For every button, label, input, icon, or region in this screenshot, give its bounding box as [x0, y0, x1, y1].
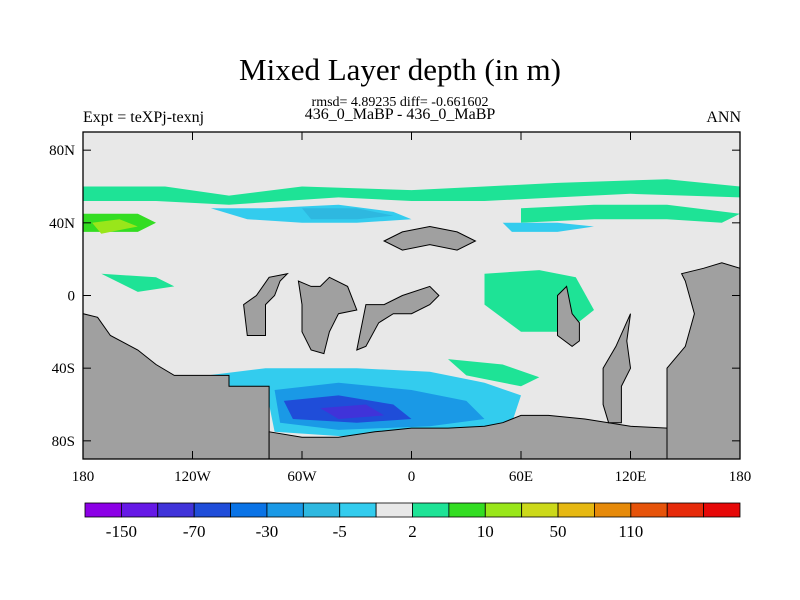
colorbar-swatch-8: [375, 502, 413, 518]
colorbar-swatch-1: [120, 502, 159, 518]
x-tick-label-3: 0: [408, 469, 416, 485]
map-field: [83, 132, 740, 459]
colorbar-swatch-12: [521, 502, 559, 518]
colorbar-swatch-16: [666, 502, 705, 518]
land-mass-4: [243, 272, 289, 336]
anomaly-patch-2: [92, 219, 138, 234]
anomaly-patch-6: [502, 222, 594, 232]
anomaly-patch-4: [302, 208, 394, 220]
colorbar-label-1: -70: [183, 522, 206, 541]
colorbar-label-0: -150: [106, 522, 137, 541]
y-tick-label-1: 40N: [49, 216, 75, 232]
land-mass-6: [356, 285, 440, 351]
colorbar-label-5: 10: [477, 522, 494, 541]
colorbar-swatch-6: [302, 502, 341, 518]
colorbar-swatch-3: [193, 502, 231, 518]
colorbar-label-3: -5: [333, 522, 347, 541]
colorbar-swatch-0: [84, 502, 122, 518]
x-tick-label-5: 120E: [615, 469, 647, 485]
anomaly-patch-0: [83, 179, 740, 205]
southern-anomaly-patch-3: [320, 404, 385, 419]
land-mass-8: [557, 285, 580, 348]
colorbar-swatch-7: [339, 502, 377, 518]
land-mass-7: [382, 225, 477, 251]
colorbar-swatch-13: [557, 502, 595, 518]
anomaly-patch-5: [521, 204, 740, 223]
colorbar-label-2: -30: [256, 522, 279, 541]
colorbar-swatch-10: [448, 502, 486, 518]
colorbar-swatch-14: [594, 502, 632, 518]
x-tick-label-4: 60E: [509, 469, 533, 485]
x-tick-label-6: 180: [729, 469, 752, 485]
colorbar-swatch-9: [412, 502, 450, 518]
x-tick-label-2: 60W: [287, 469, 317, 485]
chart-title: Mixed Layer depth (in m): [239, 52, 561, 87]
land-mass-5: [297, 276, 358, 355]
x-tick-label-1: 120W: [174, 469, 212, 485]
colorbar-swatch-17: [703, 502, 741, 518]
land-mass-0: [83, 313, 270, 459]
colorbar-label-4: 2: [408, 522, 417, 541]
land-mass-2: [666, 262, 740, 459]
y-tick-label-3: 40S: [52, 361, 75, 377]
x-tick-label-0: 180: [72, 469, 95, 485]
colorbar-label-6: 50: [550, 522, 567, 541]
colorbar-swatch-5: [266, 502, 304, 518]
y-tick-label-0: 80N: [49, 143, 75, 159]
colorbar-swatch-4: [230, 502, 268, 518]
chart-subtitle: 436_0_MaBP - 436_0_MaBP: [304, 106, 496, 123]
southern-anomaly-patch-4: [448, 359, 540, 387]
experiment-label: Expt = teXPj-texnj: [83, 109, 205, 126]
colorbar-swatch-15: [630, 502, 668, 518]
stats-line: rmsd= 4.89235 diff= -0.661602: [311, 95, 489, 110]
land-mass-3: [602, 313, 632, 424]
season-label: ANN: [706, 109, 741, 126]
y-tick-label-2: 0: [68, 289, 76, 305]
y-tick-label-4: 80S: [52, 434, 75, 450]
anomaly-patch-8: [101, 273, 175, 292]
colorbar-label-7: 110: [618, 522, 643, 541]
colorbar-swatch-2: [157, 502, 195, 518]
colorbar-swatch-11: [484, 502, 523, 518]
